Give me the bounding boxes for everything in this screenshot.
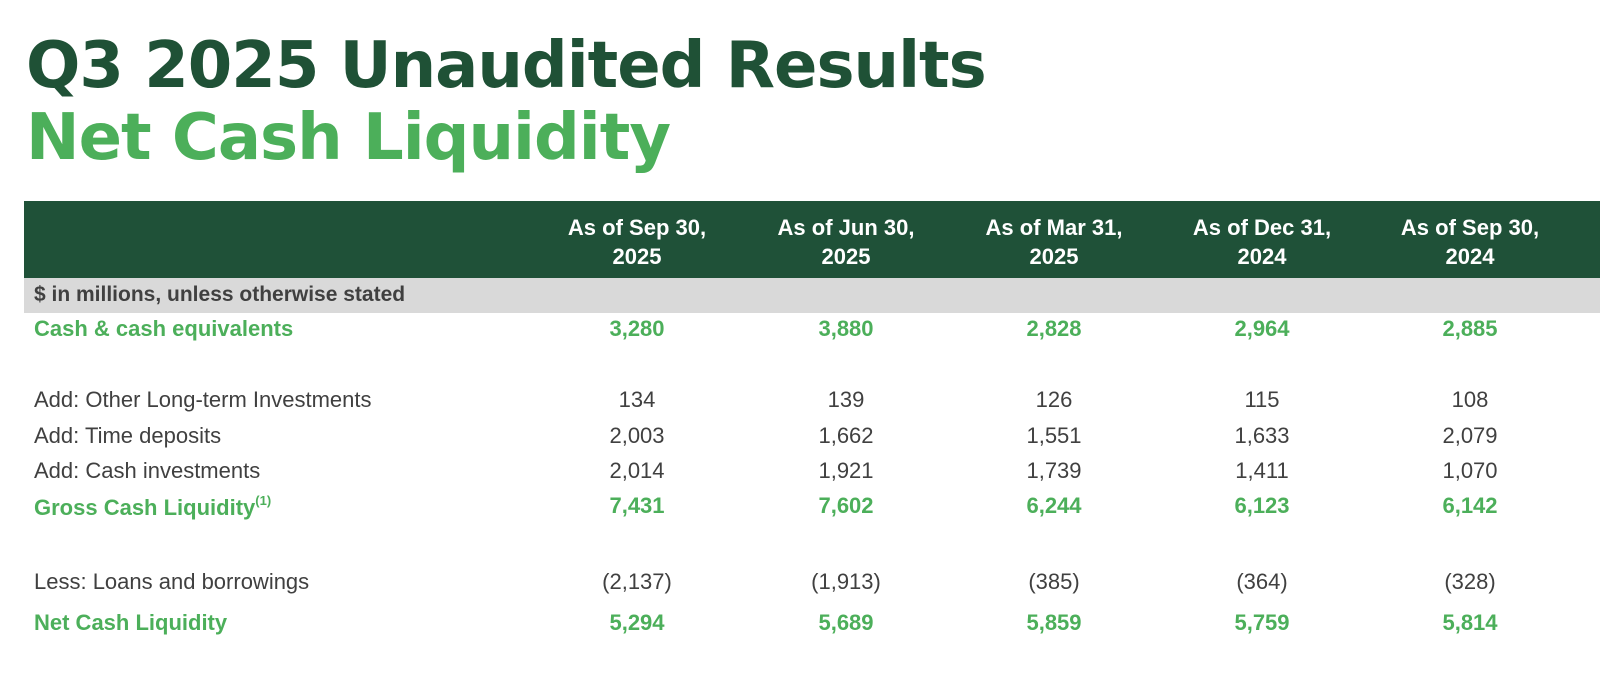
cell-value: 1,739 bbox=[1026, 458, 1082, 483]
cell-value: 2,964 bbox=[1234, 316, 1290, 341]
cell-value: 1,633 bbox=[1234, 423, 1290, 448]
cell-value: 3,280 bbox=[609, 316, 665, 341]
cell-value: 1,070 bbox=[1442, 458, 1498, 483]
units-note: $ in millions, unless otherwise stated bbox=[34, 283, 406, 306]
cell-value: 5,859 bbox=[1026, 610, 1082, 635]
row-label: Add: Other Long-term Investments bbox=[34, 387, 372, 412]
column-header-dec-2024: As of Dec 31, 2024 bbox=[1192, 215, 1332, 269]
cell-value: (1,913) bbox=[811, 569, 881, 594]
cell-value: (328) bbox=[1444, 569, 1496, 594]
page-subtitle: Net Cash Liquidity bbox=[26, 101, 671, 175]
cell-value: 2,828 bbox=[1026, 316, 1082, 341]
table-row-gross-cash-liquidity: Gross Cash Liquidity(1) 7,431 7,602 6,24… bbox=[24, 489, 1600, 523]
cell-value: (364) bbox=[1236, 569, 1288, 594]
cell-value: 6,123 bbox=[1234, 493, 1290, 518]
row-label: Add: Time deposits bbox=[34, 423, 222, 448]
table-row-loans-borrowings: Less: Loans and borrowings (2,137) (1,91… bbox=[24, 565, 1600, 599]
cell-value: 1,662 bbox=[818, 423, 874, 448]
column-header-sep-2025: As of Sep 30, 2025 bbox=[567, 215, 707, 269]
cell-value: 5,689 bbox=[818, 610, 874, 635]
cell-value: 6,244 bbox=[1026, 493, 1082, 518]
cell-value: 7,431 bbox=[609, 493, 665, 518]
cell-value: 5,294 bbox=[609, 610, 665, 635]
cell-value: 1,551 bbox=[1026, 423, 1082, 448]
row-label: Add: Cash investments bbox=[34, 458, 261, 483]
cell-value: 126 bbox=[1035, 387, 1073, 412]
cell-value: 6,142 bbox=[1442, 493, 1498, 518]
column-header-jun-2025: As of Jun 30, 2025 bbox=[777, 215, 915, 269]
cell-value: 1,921 bbox=[818, 458, 874, 483]
table-row-cash-equivalents: Cash & cash equivalents 3,280 3,880 2,82… bbox=[24, 312, 1600, 346]
net-cash-liquidity-table: As of Sep 30, 2025 As of Jun 30, 2025 As… bbox=[24, 201, 1600, 635]
table-row-other-investments: Add: Other Long-term Investments 134 139… bbox=[24, 383, 1600, 417]
cell-value: 5,759 bbox=[1234, 610, 1290, 635]
row-label: Gross Cash Liquidity(1) bbox=[34, 493, 272, 520]
cell-value: 5,814 bbox=[1442, 610, 1498, 635]
row-label: Less: Loans and borrowings bbox=[34, 569, 310, 594]
table-row-net-cash-liquidity: Net Cash Liquidity 5,294 5,689 5,859 5,7… bbox=[24, 606, 1600, 640]
cell-value: 115 bbox=[1244, 387, 1280, 412]
cell-value: 3,880 bbox=[818, 316, 874, 341]
cell-value: 108 bbox=[1451, 387, 1489, 412]
footnote-marker: (1) bbox=[255, 493, 272, 508]
column-header-mar-2025: As of Mar 31, 2025 bbox=[985, 215, 1123, 269]
column-header-sep-2024: As of Sep 30, 2024 bbox=[1400, 215, 1540, 269]
cell-value: 7,602 bbox=[818, 493, 874, 518]
cell-value: (385) bbox=[1028, 569, 1080, 594]
table-header: As of Sep 30, 2025 As of Jun 30, 2025 As… bbox=[24, 201, 1600, 278]
page-title: Q3 2025 Unaudited Results bbox=[26, 29, 987, 103]
cell-value: 2,014 bbox=[609, 458, 665, 483]
units-note-row: $ in millions, unless otherwise stated bbox=[24, 278, 1600, 313]
table-row-cash-investments: Add: Cash investments 2,014 1,921 1,739 … bbox=[24, 454, 1600, 488]
cell-value: 2,079 bbox=[1442, 423, 1498, 448]
cell-value: 1,411 bbox=[1235, 458, 1289, 483]
cell-value: 2,003 bbox=[609, 423, 665, 448]
cell-value: (2,137) bbox=[602, 569, 672, 594]
table-row-time-deposits: Add: Time deposits 2,003 1,662 1,551 1,6… bbox=[24, 419, 1600, 453]
row-label: Cash & cash equivalents bbox=[34, 316, 294, 341]
cell-value: 2,885 bbox=[1442, 316, 1498, 341]
cell-value: 134 bbox=[618, 387, 656, 412]
cell-value: 139 bbox=[827, 387, 865, 412]
row-label: Net Cash Liquidity bbox=[34, 610, 228, 635]
